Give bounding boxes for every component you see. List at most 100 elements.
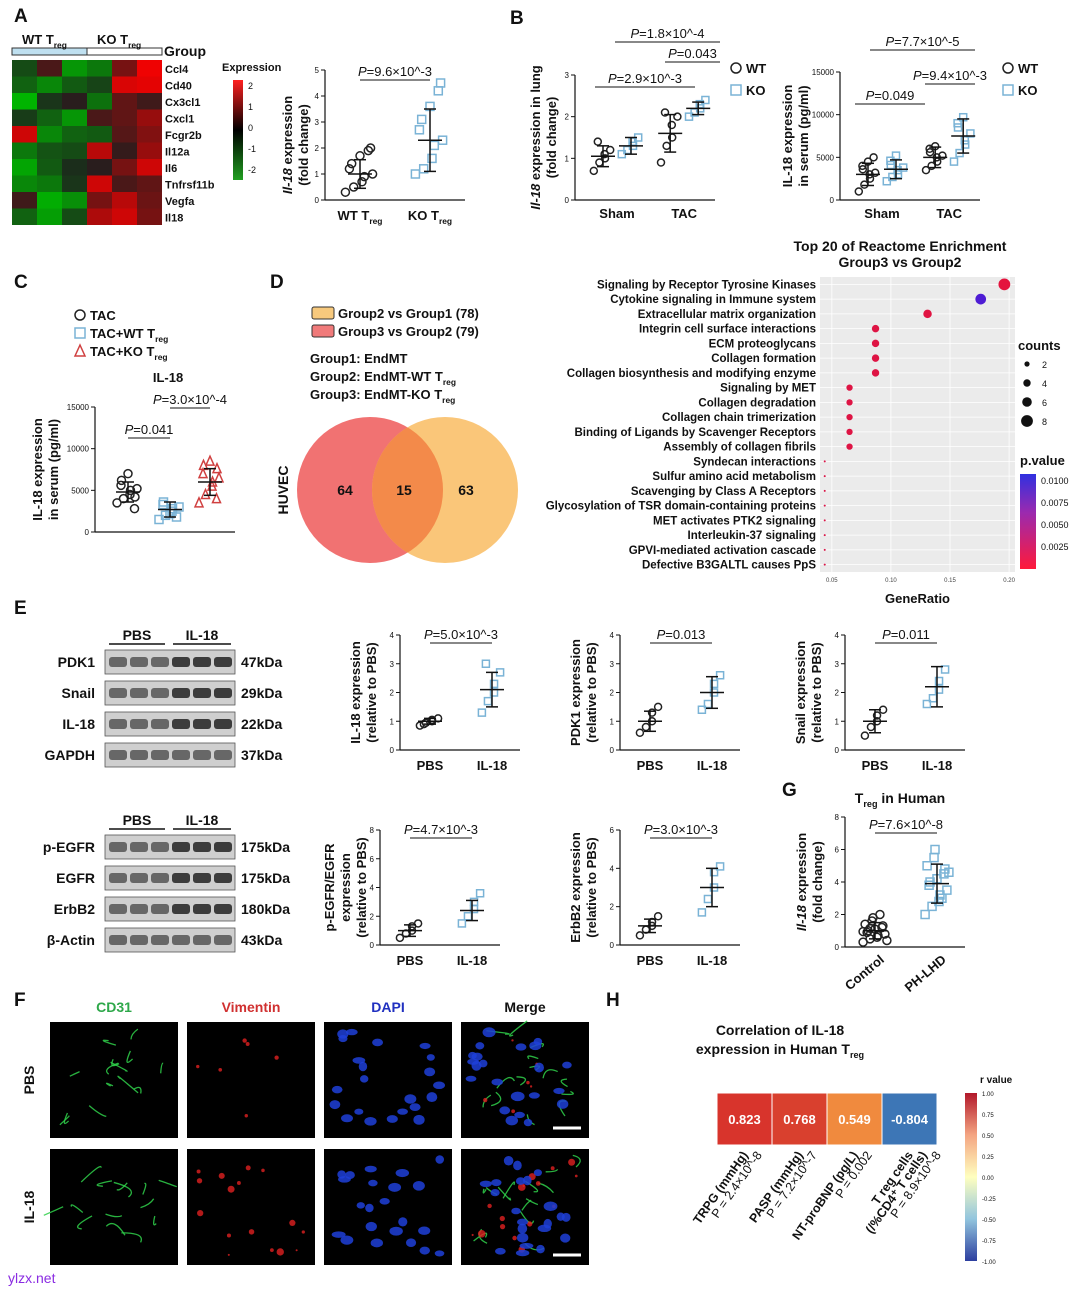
blot-band <box>214 688 232 698</box>
dapi-nucleus <box>412 1180 425 1191</box>
y-axis-label: Snail expression <box>793 641 808 744</box>
y-tick-label: 0 <box>835 746 840 755</box>
panel-h-correlation: Correlation of IL-18 expression in Human … <box>690 1022 1012 1266</box>
y-tick-label: 4 <box>370 884 375 893</box>
data-point-ko <box>886 160 896 170</box>
legend-tick: 0 <box>248 123 253 133</box>
dapi-nucleus <box>426 1092 438 1103</box>
heatmap-cell <box>137 109 162 126</box>
data-point <box>944 867 954 877</box>
vimentin-signal <box>245 1042 250 1046</box>
group-desc: Group3: EndMT-KO Treg <box>310 387 455 405</box>
cd31-signal <box>133 1086 142 1094</box>
x-category-label: TAC <box>936 206 962 221</box>
plot-b-lung: 0 1 2 3 Il-18 expression in lung (fold change… <box>528 26 766 221</box>
heatmap-cell <box>87 159 112 176</box>
data-point <box>416 114 427 125</box>
y-tick-label: 10000 <box>812 111 835 120</box>
term-label: Integrin cell surface interactions <box>639 324 816 336</box>
heatmap-cell <box>87 208 112 225</box>
dapi-nucleus <box>354 1108 364 1115</box>
data-point-wt <box>660 108 670 117</box>
dapi-nucleus <box>345 1028 358 1036</box>
venn-count: 64 <box>337 482 353 498</box>
dapi-nucleus <box>533 1169 542 1177</box>
blot-protein-label: Snail <box>62 685 95 701</box>
x-category-label: TAC <box>671 206 697 221</box>
blot-band <box>214 935 232 945</box>
data-point <box>922 861 932 871</box>
vimentin-signal <box>218 1172 225 1179</box>
enrichment-dot <box>846 413 853 421</box>
x-category-label: Sham <box>864 206 899 221</box>
group-desc: Group2: EndMT-WT Treg <box>310 369 456 387</box>
data-point-wt <box>860 180 869 189</box>
term-label: Signaling by Receptor Tyrosine Kinases <box>597 279 816 291</box>
heatmap-cell <box>137 175 162 192</box>
group-desc: Group1: EndMT <box>310 351 408 366</box>
data-point <box>920 909 930 920</box>
y-axis-label: Il-18 expression in lung <box>528 65 543 210</box>
blot-band <box>130 657 148 667</box>
legend-marker-wt <box>1002 62 1014 74</box>
data-point-ko <box>893 170 903 179</box>
legend-label-ko: KO <box>1018 83 1038 98</box>
y-tick-label: 6 <box>370 855 375 864</box>
blot-band <box>130 842 148 852</box>
dapi-nucleus <box>556 1099 569 1109</box>
heatmap-cell <box>112 60 137 77</box>
data-point <box>357 177 367 187</box>
channel-label: Vimentin <box>222 999 281 1015</box>
counts-legend-label: 4 <box>1042 379 1047 389</box>
data-point-pbs <box>395 933 405 943</box>
y-axis-label-2: (relative to PBS) <box>809 642 824 742</box>
heatmap-cell <box>137 192 162 209</box>
dapi-nucleus <box>511 1207 521 1215</box>
venn-label: HUVEC <box>275 465 291 514</box>
gene-label: Tnfrsf11b <box>165 180 215 192</box>
plot-e-snail: 0 1 2 3 4 Snail expression (relative to PBS) PB… <box>793 627 965 773</box>
legend-label-wt: WT <box>746 61 766 76</box>
data-point-ko <box>953 118 962 128</box>
gene-label: Il6 <box>165 163 177 175</box>
blot-band <box>109 657 127 667</box>
cd31-signal <box>80 1165 102 1183</box>
blot-band <box>172 657 190 667</box>
y-tick-label: 5000 <box>816 153 834 162</box>
dapi-nucleus <box>505 1115 519 1126</box>
heatmap-cell <box>87 142 112 159</box>
cd31-signal <box>560 1078 568 1088</box>
data-point-ko <box>953 123 963 132</box>
heatmap-cell <box>62 109 87 126</box>
term-label: GPVI-mediated activation cascade <box>629 545 816 557</box>
vimentin-signal <box>499 1215 505 1222</box>
y-tick-label: 4 <box>315 92 320 101</box>
cd31-signal <box>105 1213 123 1218</box>
term-label: Cytokine signaling in Immune system <box>610 294 816 306</box>
panel-label-f: F <box>14 990 26 1011</box>
blot-band <box>109 904 127 914</box>
dapi-nucleus <box>499 1106 511 1115</box>
x-tick-label: 0.10 <box>885 578 897 584</box>
blot-band <box>214 904 232 914</box>
heatmap-cell <box>62 175 87 192</box>
data-point-pbs <box>635 931 645 940</box>
cd31-signal <box>70 1204 84 1213</box>
y-axis-label: IL-18 expression <box>348 641 363 744</box>
data-point-il18 <box>703 894 713 904</box>
heatmap-cell <box>12 109 37 126</box>
blot-band <box>109 750 127 760</box>
enrichment-dot <box>923 309 932 319</box>
y-axis-label-2: (fold change) <box>544 97 559 179</box>
data-point-il18 <box>481 659 491 668</box>
x-category-label: IL-18 <box>922 758 952 773</box>
dapi-nucleus <box>404 1094 417 1104</box>
blot-band <box>214 719 232 729</box>
dapi-nucleus <box>331 1231 346 1238</box>
p-value-label: P=3.0×10^-3 <box>644 822 718 837</box>
blot-band <box>109 719 127 729</box>
cd31-signal <box>88 1105 107 1118</box>
data-point <box>346 158 357 169</box>
scatter-a-il18: 0 1 2 3 4 5 Il-18 expression (fold change) WT Tr… <box>280 64 465 226</box>
data-point <box>937 893 947 903</box>
